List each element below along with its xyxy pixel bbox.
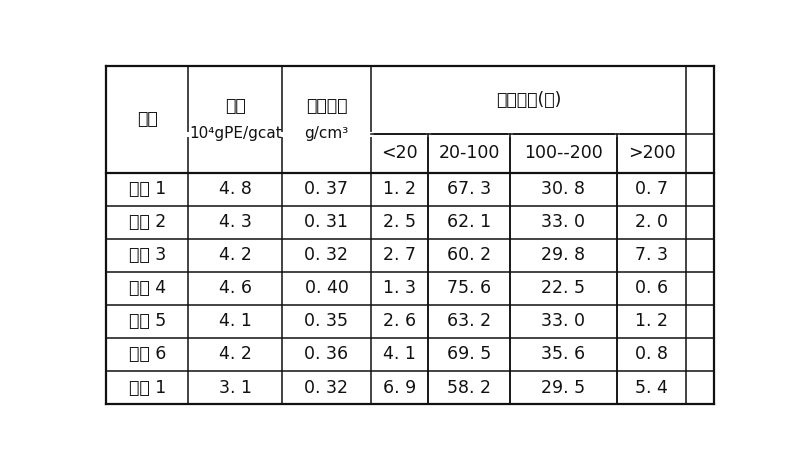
Text: 29. 8: 29. 8	[542, 246, 586, 264]
Text: 0. 6: 0. 6	[635, 280, 668, 298]
Text: 2. 7: 2. 7	[383, 246, 416, 264]
Text: 3. 1: 3. 1	[219, 378, 252, 396]
Text: 4. 3: 4. 3	[219, 213, 252, 231]
Text: 0. 7: 0. 7	[635, 180, 668, 198]
Text: 4. 1: 4. 1	[219, 312, 252, 330]
Text: 75. 6: 75. 6	[447, 280, 491, 298]
Text: 2. 5: 2. 5	[383, 213, 416, 231]
Text: 4. 6: 4. 6	[219, 280, 252, 298]
Text: 实例 6: 实例 6	[129, 346, 166, 364]
Text: 4. 8: 4. 8	[219, 180, 252, 198]
Text: g/cm³: g/cm³	[304, 126, 349, 140]
Text: 对比 1: 对比 1	[129, 378, 166, 396]
Text: 6. 9: 6. 9	[382, 378, 416, 396]
Text: 67. 3: 67. 3	[447, 180, 491, 198]
Text: 5. 4: 5. 4	[635, 378, 668, 396]
Text: 0. 37: 0. 37	[305, 180, 349, 198]
Text: 0. 31: 0. 31	[305, 213, 349, 231]
Text: 2. 6: 2. 6	[383, 312, 416, 330]
Text: 0. 32: 0. 32	[305, 378, 349, 396]
Text: >200: >200	[628, 144, 675, 162]
Text: 0. 36: 0. 36	[304, 346, 349, 364]
Text: 1. 3: 1. 3	[383, 280, 416, 298]
Text: 活性: 活性	[225, 97, 246, 115]
Text: 0. 35: 0. 35	[305, 312, 349, 330]
Text: 0. 32: 0. 32	[305, 246, 349, 264]
Text: 实例 3: 实例 3	[129, 246, 166, 264]
Text: 0. 8: 0. 8	[635, 346, 668, 364]
Text: 0. 40: 0. 40	[305, 280, 348, 298]
Text: 22. 5: 22. 5	[542, 280, 586, 298]
Text: 62. 1: 62. 1	[447, 213, 491, 231]
Text: 33. 0: 33. 0	[542, 213, 586, 231]
Text: 20-100: 20-100	[438, 144, 500, 162]
Text: 33. 0: 33. 0	[542, 312, 586, 330]
Text: 35. 6: 35. 6	[542, 346, 586, 364]
Text: 2. 0: 2. 0	[635, 213, 668, 231]
Text: 63. 2: 63. 2	[447, 312, 491, 330]
Text: <20: <20	[381, 144, 418, 162]
Text: 粒径分布(目): 粒径分布(目)	[496, 91, 561, 109]
Text: 实例 4: 实例 4	[129, 280, 166, 298]
Text: 69. 5: 69. 5	[447, 346, 491, 364]
Text: 29. 5: 29. 5	[542, 378, 586, 396]
Text: 1. 2: 1. 2	[383, 180, 416, 198]
Text: 1. 2: 1. 2	[635, 312, 668, 330]
Text: 4. 1: 4. 1	[383, 346, 416, 364]
Text: 4. 2: 4. 2	[219, 346, 252, 364]
Text: 4. 2: 4. 2	[219, 246, 252, 264]
Text: 7. 3: 7. 3	[635, 246, 668, 264]
Text: 编号: 编号	[137, 110, 158, 128]
Text: 实例 1: 实例 1	[129, 180, 166, 198]
Text: 10⁴gPE/gcat: 10⁴gPE/gcat	[189, 126, 282, 140]
Text: 实例 5: 实例 5	[129, 312, 166, 330]
Text: 实例 2: 实例 2	[129, 213, 166, 231]
Text: 30. 8: 30. 8	[542, 180, 586, 198]
Text: 100--200: 100--200	[524, 144, 602, 162]
Text: 60. 2: 60. 2	[447, 246, 491, 264]
Text: 58. 2: 58. 2	[447, 378, 491, 396]
Text: 堆积密度: 堆积密度	[306, 97, 347, 115]
